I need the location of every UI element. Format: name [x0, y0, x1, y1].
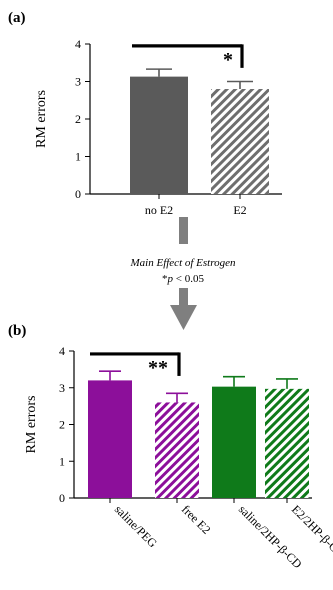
b-y-tick-label: 2 — [59, 418, 65, 432]
a-y-tick-label: 0 — [75, 187, 81, 201]
a-y-tick-label: 2 — [75, 112, 81, 126]
arrow-shaft-bottom — [179, 288, 188, 306]
b-y-tick-label: 4 — [59, 344, 65, 358]
b-category-label-0: saline/PEG — [112, 502, 160, 550]
b-y-axis-label: RM errors — [24, 396, 39, 454]
a-y-tick-label: 3 — [75, 75, 81, 89]
b-y-tick-label: 0 — [59, 491, 65, 505]
panel-label-b: (b) — [8, 323, 26, 339]
a-category-label-0: no E2 — [145, 203, 173, 217]
main-effect-title: Main Effect of Estrogen — [130, 257, 236, 269]
panel-label-a: (a) — [8, 10, 26, 26]
a-y-axis-label: RM errors — [34, 90, 49, 148]
a-y-tick-label: 1 — [75, 150, 81, 164]
b-y-tick-label: 3 — [59, 381, 65, 395]
b-bar-3 — [265, 388, 309, 498]
a-y-tick-label: 4 — [75, 37, 81, 51]
b-category-label-1: free E2 — [179, 502, 214, 537]
b-bar-1 — [155, 402, 199, 498]
arrow-head — [170, 305, 197, 330]
a-category-label-1: E2 — [233, 203, 246, 217]
chart-a: 0 1 2 3 4 RM errors no E2 E2 * — [34, 37, 282, 217]
b-y-tick-label: 1 — [59, 454, 65, 468]
a-bar-0 — [130, 76, 188, 194]
main-effect-annotation: Main Effect of Estrogen *p < 0.05 — [130, 217, 236, 330]
arrow-shaft-top — [179, 217, 188, 244]
b-bar-0 — [88, 380, 132, 498]
a-significance-label-0: * — [223, 49, 233, 71]
b-bar-2 — [212, 386, 256, 498]
b-significance-label-0: ** — [148, 357, 168, 379]
p-value-label: *p < 0.05 — [162, 273, 204, 285]
a-bar-1 — [211, 89, 269, 194]
